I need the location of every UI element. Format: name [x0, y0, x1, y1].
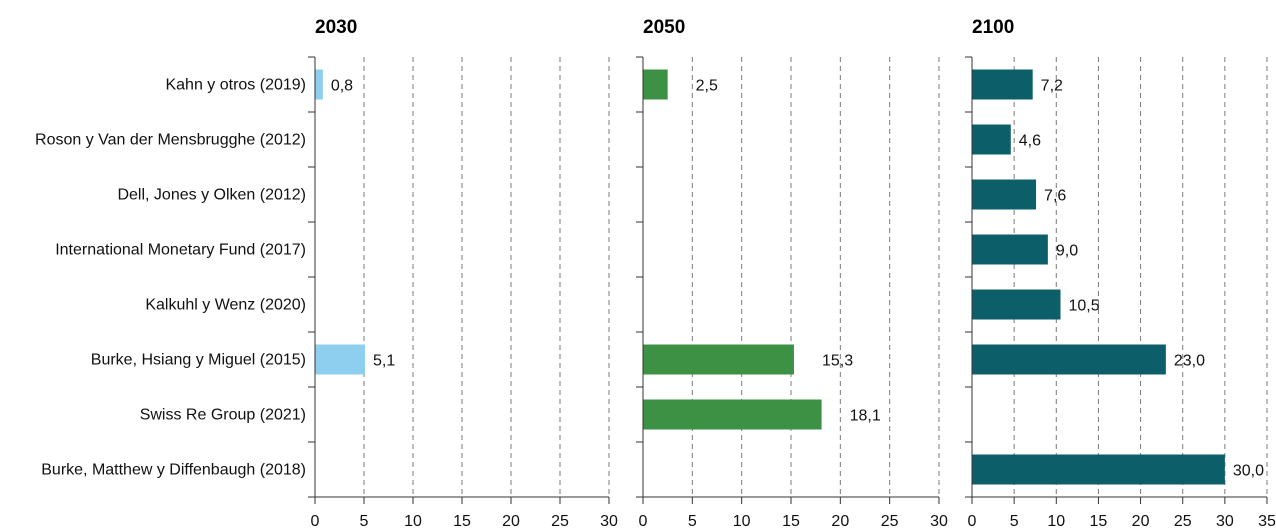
panel-title-0: 2030 [315, 17, 357, 38]
category-label: Kalkuhl y Wenz (2020) [145, 297, 306, 314]
x-tick-label: 20 [831, 513, 849, 530]
data-label: 30,0 [1233, 463, 1264, 480]
data-label: 5,1 [373, 353, 395, 370]
x-tick-label: 15 [782, 513, 800, 530]
data-label: 23,0 [1174, 353, 1205, 370]
category-label: Dell, Jones y Olken (2012) [117, 187, 306, 204]
category-label: Kahn y otros (2019) [165, 77, 306, 94]
bar [972, 234, 1048, 265]
category-label: International Monetary Fund (2017) [55, 242, 306, 259]
x-tick-label: 5 [360, 513, 369, 530]
x-tick-label: 15 [1090, 513, 1108, 530]
x-tick-label: 25 [881, 513, 899, 530]
data-label: 4,6 [1019, 133, 1041, 150]
x-tick-label: 0 [311, 513, 320, 530]
category-label: Swiss Re Group (2021) [140, 407, 306, 424]
x-tick-label: 30 [930, 513, 948, 530]
x-tick-label: 20 [502, 513, 520, 530]
bar [972, 179, 1037, 210]
bar [643, 69, 668, 100]
x-tick-label: 10 [404, 513, 422, 530]
x-tick-label: 0 [968, 513, 977, 530]
data-label: 9,0 [1056, 243, 1078, 260]
data-label: 10,5 [1069, 298, 1100, 315]
bar [643, 344, 794, 375]
panel-title-2: 2100 [972, 17, 1014, 38]
bar [972, 124, 1011, 155]
data-label: 7,6 [1044, 188, 1066, 205]
x-tick-label: 20 [1132, 513, 1150, 530]
bar [315, 69, 323, 100]
x-tick-label: 10 [733, 513, 751, 530]
data-label: 7,2 [1041, 78, 1063, 95]
x-tick-label: 5 [1010, 513, 1019, 530]
category-label: Burke, Matthew y Diffenbaugh (2018) [41, 462, 306, 479]
x-tick-label: 5 [688, 513, 697, 530]
bar [972, 454, 1225, 485]
data-label: 18,1 [850, 408, 881, 425]
x-tick-label: 30 [600, 513, 618, 530]
x-tick-label: 0 [639, 513, 648, 530]
x-tick-label: 35 [1258, 513, 1276, 530]
x-tick-label: 15 [453, 513, 471, 530]
panel-title-1: 2050 [643, 17, 685, 38]
data-label: 15,3 [822, 353, 853, 370]
bar [972, 69, 1033, 100]
category-label: Burke, Hsiang y Miguel (2015) [91, 352, 306, 369]
x-tick-label: 30 [1216, 513, 1234, 530]
data-label: 0,8 [331, 78, 353, 95]
bar [972, 289, 1061, 320]
bar [972, 344, 1166, 375]
bar [315, 344, 365, 375]
x-tick-label: 10 [1047, 513, 1065, 530]
category-label: Roson y Van der Mensbrugghe (2012) [35, 132, 306, 149]
bar [643, 399, 822, 430]
x-tick-label: 25 [1174, 513, 1192, 530]
x-tick-label: 25 [551, 513, 569, 530]
data-label: 2,5 [696, 78, 718, 95]
